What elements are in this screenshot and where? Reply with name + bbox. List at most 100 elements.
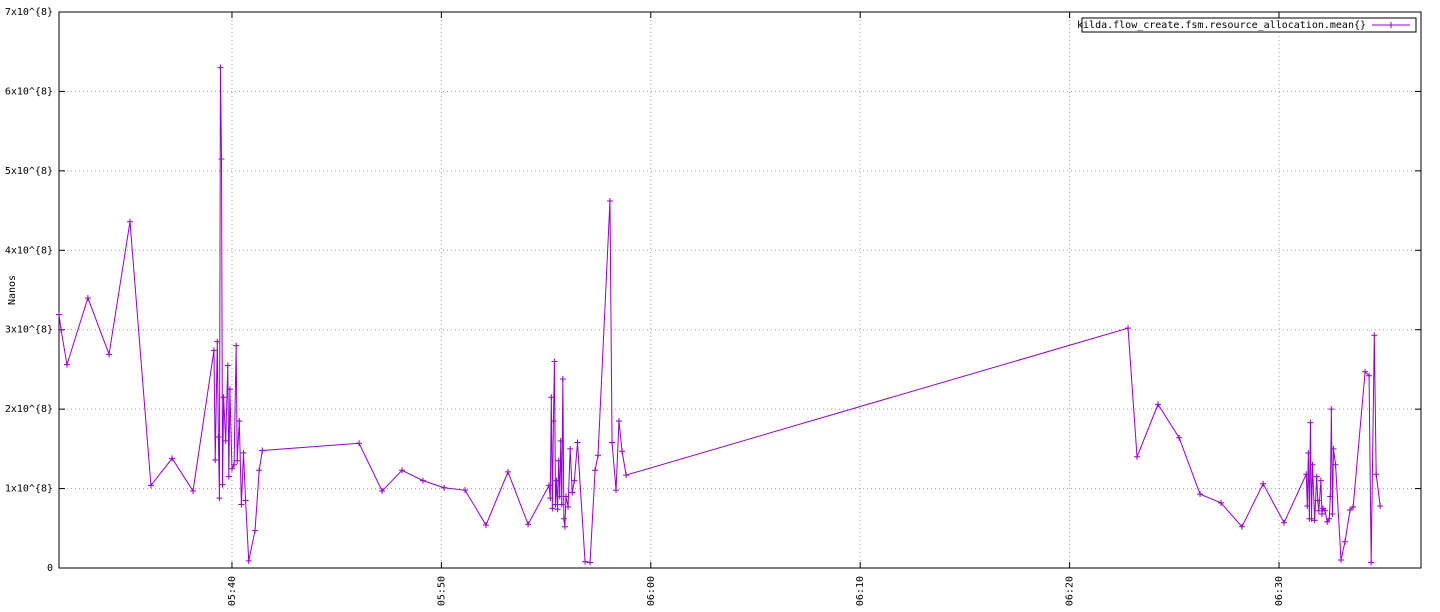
point-marker [1304,503,1311,510]
point-marker [550,418,557,425]
y-tick-label: 4x10^{8} [5,245,53,256]
y-tick-label: 6x10^{8} [5,86,53,97]
point-marker [1315,507,1322,514]
point-marker [379,487,386,494]
point-marker [525,521,532,528]
point-marker [560,515,567,522]
point-marker [56,311,62,318]
point-marker [190,487,197,494]
y-tick-label: 2x10^{8} [5,404,53,415]
point-marker [1176,434,1183,441]
point-marker [619,448,626,455]
point-marker [224,362,231,369]
point-marker [561,523,568,530]
point-marker [1371,332,1378,339]
point-marker [547,495,554,502]
legend-box [1081,17,1417,33]
point-marker [225,473,232,480]
point-marker [574,439,581,446]
point-marker [245,557,252,564]
point-marker [399,467,406,474]
point-marker [565,503,572,510]
point-marker [220,394,227,401]
point-marker [558,501,565,508]
point-marker [228,465,235,472]
point-marker [1305,449,1312,456]
y-tick-label: 7x10^{8} [5,7,53,18]
point-marker [1197,491,1204,498]
point-marker [147,482,154,489]
point-marker [595,452,602,459]
point-marker [356,440,363,447]
point-marker [215,433,222,440]
point-marker [1154,401,1161,408]
point-marker [1347,507,1354,514]
point-marker [559,375,566,382]
point-marker [419,477,426,484]
point-marker [554,506,561,513]
point-marker [1373,471,1380,478]
point-marker [216,495,223,502]
x-tick-label: 06:00 [646,576,657,606]
point-marker [548,394,555,401]
point-marker [1308,515,1315,522]
point-marker [613,487,620,494]
point-marker [210,347,217,354]
point-marker [482,522,489,529]
point-marker [623,472,630,479]
y-tick-label: 5x10^{8} [5,166,53,177]
point-marker [546,482,553,489]
point-marker [549,505,556,512]
point-marker [231,461,238,468]
point-marker [562,493,569,500]
point-marker [609,439,616,446]
point-marker [1338,557,1345,564]
point-marker [252,527,259,534]
point-marker [234,457,241,464]
point-marker [567,445,574,452]
point-marker [1303,471,1310,478]
point-marker [212,456,219,463]
point-marker [557,437,564,444]
point-marker [259,447,266,454]
x-tick-label: 06:20 [1065,576,1076,606]
point-marker [615,418,622,425]
point-marker [236,418,243,425]
legend-label: kilda.flow_create.fsm.resource_allocatio… [1077,20,1366,31]
point-marker [219,481,226,488]
point-marker [1260,480,1267,487]
point-marker [552,501,559,508]
point-marker [555,457,562,464]
point-marker [222,437,229,444]
point-marker [1326,515,1333,522]
point-marker [1309,461,1316,468]
point-marker [1332,461,1339,468]
point-marker [1330,445,1337,452]
point-marker [1324,518,1331,525]
point-marker [1322,507,1329,514]
legend-marker [1388,22,1394,28]
point-marker [1341,538,1348,545]
point-marker [571,477,578,484]
x-tick-label: 06:10 [855,576,866,606]
point-marker [1328,406,1335,413]
point-marker [551,358,558,365]
point-marker [256,467,263,474]
point-marker [240,449,247,456]
point-marker [1281,519,1288,526]
point-marker [214,338,221,345]
point-marker [63,361,70,368]
point-marker [592,467,599,474]
point-marker [1307,419,1314,426]
point-marker [569,489,576,496]
point-marker [1125,325,1132,332]
point-marker [1327,493,1334,500]
point-marker [1377,503,1384,510]
point-marker [238,501,245,508]
point-marker [58,326,65,333]
y-tick-label: 3x10^{8} [5,325,53,336]
point-marker [233,342,240,349]
x-tick-label: 05:50 [436,576,447,606]
